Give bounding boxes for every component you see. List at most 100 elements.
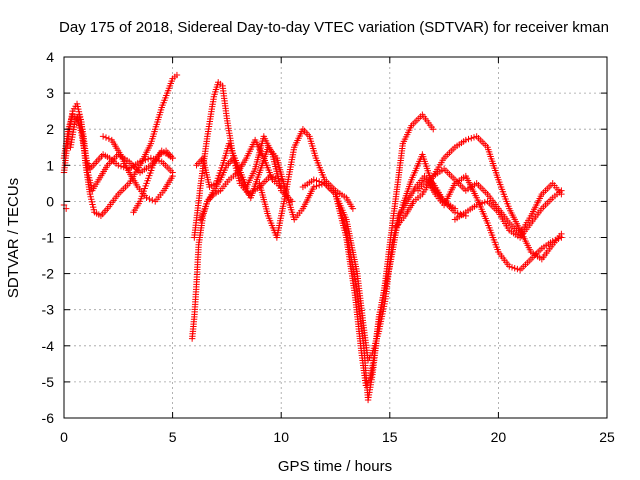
data-point-fill (208, 181, 218, 189)
data-point-fill (200, 157, 213, 188)
data-point-fill (465, 134, 478, 143)
data-series-arc-18 (451, 187, 565, 241)
data-point-fill (151, 153, 162, 167)
data-point-fill (116, 182, 131, 196)
data-point-fill (334, 188, 348, 200)
data-point (143, 194, 150, 201)
data-point-fill (307, 135, 319, 159)
data-point-fill (205, 189, 216, 203)
data-point-fill (354, 290, 367, 347)
data-point-fill (366, 352, 375, 361)
x-axis-label: GPS time / hours (278, 458, 392, 475)
data-points (60, 71, 565, 404)
data-point-fill (464, 203, 478, 214)
data-point-fill (219, 85, 230, 120)
data-point-fill (382, 244, 395, 300)
data-point-fill (476, 199, 488, 208)
data-point-fill (252, 135, 267, 170)
data-point-fill (257, 146, 271, 174)
data-point-fill (160, 160, 174, 174)
data-series-arc-5 (99, 133, 176, 205)
data-point-fill (204, 96, 217, 138)
data-point-fill (148, 106, 165, 145)
data-point-fill (87, 193, 97, 213)
data-point-fill (410, 113, 424, 127)
data-point-fill (301, 127, 311, 138)
data-point-fill (231, 157, 245, 181)
data-point (310, 183, 317, 191)
y-tick-label: -1 (42, 230, 55, 246)
data-point-fill (453, 210, 467, 222)
data-point-fill (105, 193, 120, 210)
data-point (558, 234, 565, 241)
y-tick-label: 3 (46, 85, 54, 101)
data-point-fill (540, 196, 555, 210)
data-point-fill (162, 175, 175, 192)
data-point-fill (394, 214, 407, 228)
data-point-fill (369, 330, 382, 354)
data-point-fill (496, 250, 511, 268)
data-point-fill (139, 163, 152, 175)
data-point-fill (376, 298, 389, 333)
data-point-fill (99, 207, 109, 218)
x-tick-label: 25 (599, 429, 615, 445)
data-point-fill (400, 178, 414, 206)
data-point-fill (343, 218, 360, 275)
data-point (558, 187, 565, 194)
data-series-arc-15 (393, 133, 565, 263)
data-point-fill (218, 178, 231, 192)
data-point (267, 172, 274, 180)
x-tick-label: 20 (491, 429, 507, 445)
data-point (549, 237, 556, 245)
data-point-fill (159, 77, 175, 109)
data-point-fill (485, 193, 500, 210)
data-point-fill (153, 189, 166, 203)
y-tick-label: 4 (46, 49, 54, 65)
chart-title: Day 175 of 2018, Sidereal Day-to-day VTE… (59, 19, 609, 36)
data-point-fill (464, 181, 478, 193)
data-point (288, 198, 296, 205)
data-point-fill (256, 182, 271, 217)
y-tick-label: -4 (42, 338, 55, 354)
data-point-fill (191, 283, 200, 318)
data-point-fill (313, 157, 327, 181)
x-tick-label: 15 (382, 429, 398, 445)
data-point-fill (409, 153, 425, 181)
data-point-fill (403, 200, 416, 217)
data-point-fill (274, 193, 289, 239)
data-point-fill (301, 178, 315, 189)
y-tick-label: -5 (42, 374, 55, 390)
data-point-fill (225, 156, 235, 167)
data-series-arc-11 (256, 126, 357, 241)
x-tick-label: 10 (273, 429, 289, 445)
data-point-fill (432, 167, 446, 178)
data-point-fill (127, 160, 142, 174)
x-tick-label: 5 (169, 429, 177, 445)
data-point-fill (496, 178, 512, 210)
data-point-fill (269, 173, 282, 182)
data-point-fill (213, 164, 225, 184)
data-point-fill (80, 135, 91, 174)
data-point-fill (95, 153, 105, 164)
data-point-fill (127, 171, 140, 189)
data-point-fill (211, 81, 221, 98)
data-point-fill (274, 157, 289, 192)
y-tick-label: -2 (42, 266, 55, 282)
data-point-fill (137, 142, 153, 167)
data-point-fill (96, 164, 110, 181)
data-point-fill (73, 114, 81, 123)
data-point-fill (74, 117, 84, 134)
data-point-fill (292, 207, 305, 221)
data-point-fill (333, 193, 349, 221)
data-point-fill (396, 200, 410, 217)
data-point-fill (508, 264, 521, 273)
data-point-fill (400, 124, 414, 145)
data-point-fill (412, 192, 424, 203)
data-point-fill (378, 280, 389, 311)
data-point (173, 71, 181, 79)
data-point-fill (518, 257, 533, 272)
data-point-fill (414, 175, 426, 188)
data-point-fill (475, 135, 489, 149)
data-point-fill (496, 211, 512, 232)
data-point-fill (393, 142, 406, 195)
